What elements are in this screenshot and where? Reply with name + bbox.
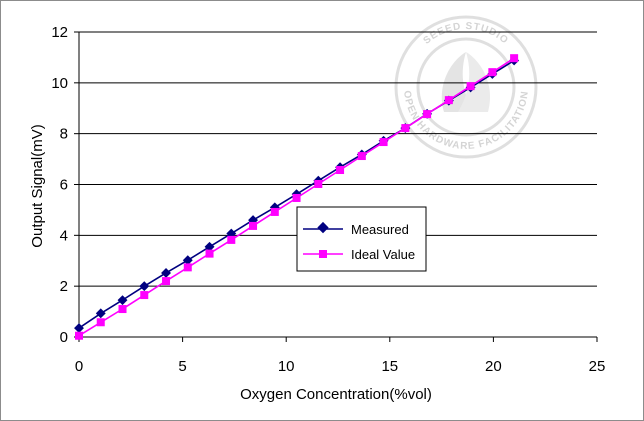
point-1-7 <box>227 235 236 244</box>
x-tick-label-15: 15 <box>381 358 398 375</box>
point-1-12 <box>336 166 345 175</box>
tick-labels: 0 2 4 6 8 10 12 0 5 10 15 20 25 <box>51 24 605 375</box>
point-0-3 <box>139 281 150 292</box>
x-tick-label-25: 25 <box>589 358 606 375</box>
point-0-1 <box>95 308 106 319</box>
point-1-10 <box>292 193 301 202</box>
point-1-17 <box>444 96 453 105</box>
series-layer <box>74 54 520 340</box>
x-tick-label-20: 20 <box>485 358 502 375</box>
watermark-seal: SEEED STUDIO OPEN HARDWARE FACILITATION <box>394 15 538 159</box>
point-0-5 <box>182 255 193 266</box>
point-1-11 <box>314 179 323 188</box>
point-1-20 <box>510 54 519 63</box>
point-1-15 <box>401 124 410 133</box>
point-1-3 <box>140 291 149 300</box>
x-tick-label-5: 5 <box>178 358 186 375</box>
point-1-5 <box>183 263 192 272</box>
point-1-0 <box>75 331 83 340</box>
y-tick-label-6: 6 <box>60 177 68 194</box>
point-1-13 <box>357 152 366 161</box>
point-1-16 <box>423 110 432 119</box>
point-0-0 <box>74 323 84 334</box>
axes <box>74 31 598 342</box>
point-0-6 <box>204 241 215 252</box>
point-1-6 <box>205 249 214 258</box>
y-tick-label-2: 2 <box>60 278 68 295</box>
point-1-18 <box>466 82 475 91</box>
point-1-8 <box>249 221 258 230</box>
y-tick-label-10: 10 <box>51 75 68 92</box>
x-axis-title: Oxygen Concentration(%vol) <box>240 386 432 403</box>
legend-label-measured: Measured <box>351 222 409 237</box>
point-0-4 <box>161 268 171 278</box>
point-1-4 <box>162 277 171 286</box>
point-1-1 <box>96 318 105 327</box>
point-1-19 <box>488 68 497 77</box>
point-1-9 <box>270 207 279 216</box>
y-tick-label-4: 4 <box>60 227 68 244</box>
point-1-14 <box>379 138 388 147</box>
legend-marker-measured <box>317 221 329 234</box>
x-tick-label-10: 10 <box>278 358 295 375</box>
point-1-2 <box>118 305 127 314</box>
legend: Measured Ideal Value <box>296 206 427 272</box>
x-tick-label-0: 0 <box>75 358 83 375</box>
legend-marker-ideal <box>319 250 327 258</box>
y-tick-label-0: 0 <box>60 329 68 346</box>
series-1 <box>75 54 519 340</box>
y-tick-label-8: 8 <box>60 126 68 143</box>
legend-box <box>296 206 427 272</box>
y-axis-title: Output Signal(mV) <box>29 124 46 247</box>
legend-label-ideal: Ideal Value <box>351 247 415 262</box>
point-0-2 <box>117 295 128 306</box>
y-tick-label-12: 12 <box>51 24 68 41</box>
